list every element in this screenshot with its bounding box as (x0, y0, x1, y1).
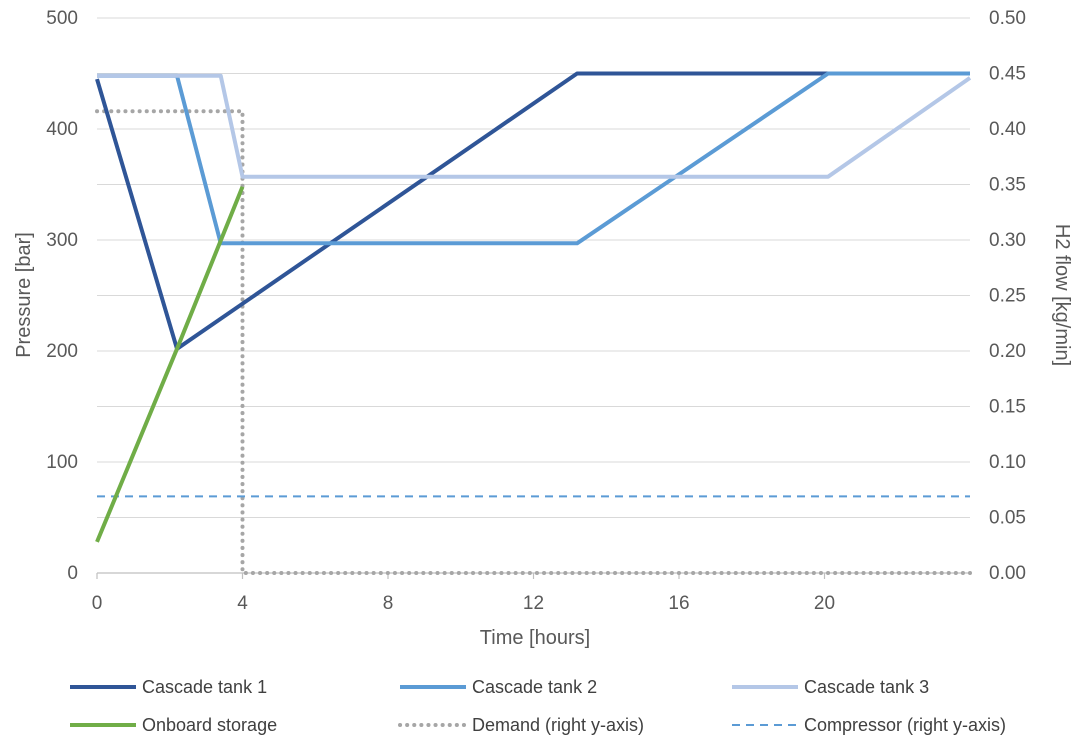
series-line-cascade-tank-3 (97, 73, 972, 179)
legend-label-cascade-tank-1: Cascade tank 1 (142, 677, 267, 697)
right-y-axis-ticks: 0.00 0.05 0.10 0.15 0.20 0.25 0.30 0.35 0.40 0.45… (989, 8, 1026, 584)
left-y-tick-label-3: 300 (46, 230, 78, 251)
right-y-tick-label-0: 0.00 (989, 563, 1026, 584)
right-y-tick-label-4: 0.20 (989, 341, 1026, 362)
left-y-tick-label-2: 200 (46, 341, 78, 362)
series-line-onboard-storage (95, 185, 245, 543)
right-y-tick-label-5: 0.25 (989, 286, 1026, 307)
x-tick-label-5: 20 (814, 593, 835, 614)
x-tick-label-0: 0 (92, 593, 103, 614)
left-y-tick-label-0: 0 (67, 563, 78, 584)
right-y-tick-label-2: 0.10 (989, 452, 1026, 473)
right-y-tick-label-9: 0.45 (989, 64, 1026, 85)
left-y-tick-label-5: 500 (46, 8, 78, 29)
legend-label-demand-right-y-axis: Demand (right y-axis) (472, 715, 644, 735)
left-y-axis-title: Pressure [bar] (13, 232, 35, 358)
right-y-axis-title: H2 flow [kg/min] (1051, 224, 1072, 366)
legend-label-cascade-tank-3: Cascade tank 3 (804, 677, 929, 697)
legend-label-onboard-storage: Onboard storage (142, 715, 277, 735)
left-y-tick-label-1: 100 (46, 452, 78, 473)
right-y-tick-label-10: 0.50 (989, 8, 1026, 29)
right-y-tick-label-6: 0.30 (989, 230, 1026, 251)
plot-series (95, 71, 972, 575)
series-line-demand-right-y-axis (95, 109, 972, 575)
x-tick-label-4: 16 (668, 593, 689, 614)
left-y-tick-label-4: 400 (46, 119, 78, 140)
legend: Cascade tank 1 Cascade tank 2 Cascade tank… (70, 677, 1006, 735)
x-axis-ticks: 0 4 8 12 16 20 (92, 593, 835, 614)
right-y-tick-label-1: 0.05 (989, 508, 1026, 529)
left-y-axis-ticks: 0 100 200 300 400 500 (46, 8, 78, 584)
right-y-tick-label-7: 0.35 (989, 175, 1026, 196)
right-y-tick-label-8: 0.40 (989, 119, 1026, 140)
x-axis-title: Time [hours] (480, 627, 590, 649)
series-line-cascade-tank-1 (95, 71, 970, 351)
x-tick-label-1: 4 (237, 593, 248, 614)
x-tick-label-3: 12 (523, 593, 544, 614)
x-tick-label-2: 8 (383, 593, 394, 614)
right-y-tick-label-3: 0.15 (989, 397, 1026, 418)
legend-label-compressor-right-y-axis: Compressor (right y-axis) (804, 715, 1006, 735)
legend-label-cascade-tank-2: Cascade tank 2 (472, 677, 597, 697)
